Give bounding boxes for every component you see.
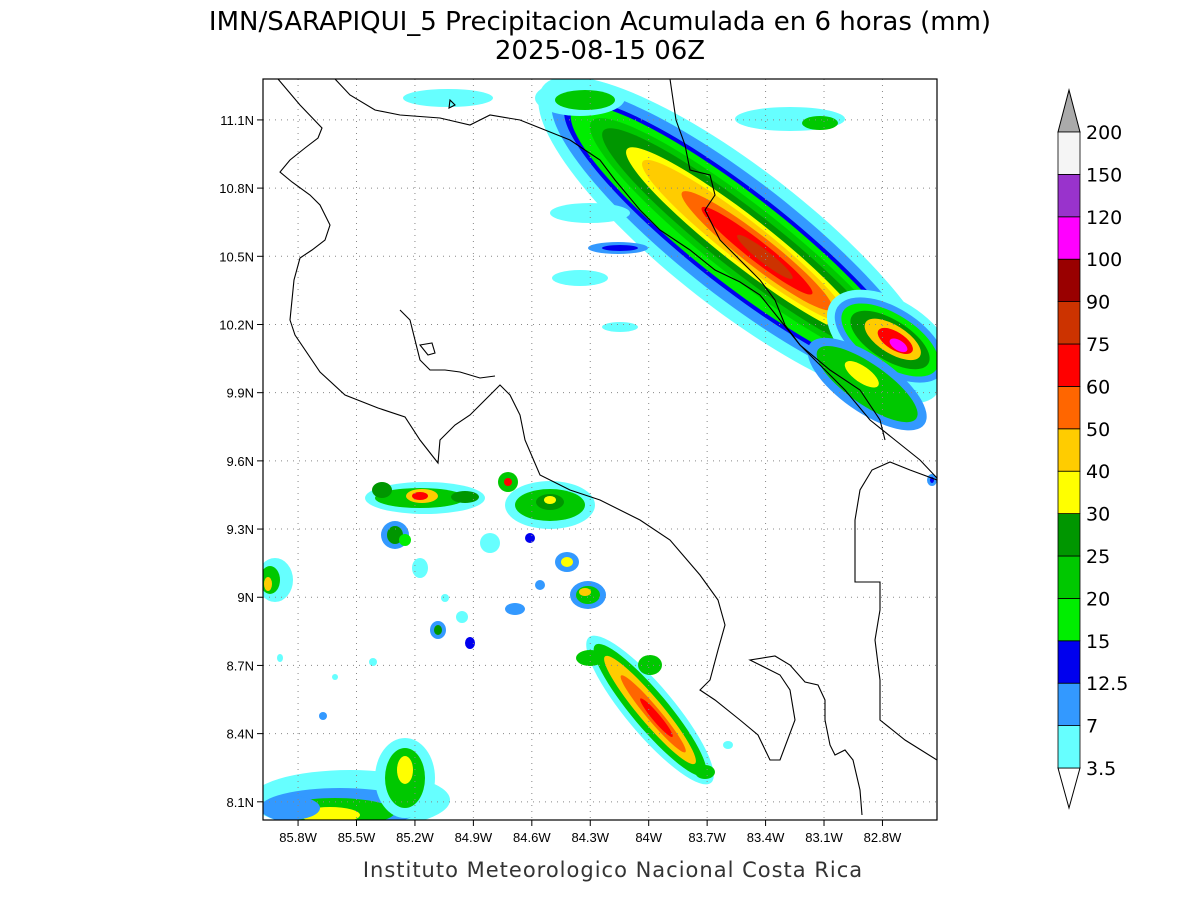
y-tick-label: 8.7N xyxy=(227,658,254,673)
y-tick-label: 11.1N xyxy=(220,113,254,128)
colorbar-label: 200 xyxy=(1086,122,1122,144)
plot-frame xyxy=(262,78,938,821)
map-gridlines xyxy=(263,79,937,820)
nicaragua-border xyxy=(277,79,863,816)
colorbar-swatch xyxy=(1057,682,1081,727)
colorbar-label: 75 xyxy=(1086,334,1110,356)
colorbar-label: 3.5 xyxy=(1086,758,1116,780)
colorbar-label: 90 xyxy=(1086,292,1110,314)
rain-cells-southwest xyxy=(263,558,450,820)
title-line-2: 2025-08-15 06Z xyxy=(495,36,705,66)
precipitation-field xyxy=(263,79,937,820)
x-tick-label: 83.1W xyxy=(805,830,843,845)
colorbar-label: 12.5 xyxy=(1086,673,1128,695)
costa-rica-panama-border xyxy=(669,79,886,441)
colorbar-arrow-high xyxy=(1057,88,1081,133)
colorbar-swatch xyxy=(1057,131,1081,175)
colorbar-label: 150 xyxy=(1086,164,1122,186)
colorbar-label: 100 xyxy=(1086,249,1122,271)
colorbar-label: 7 xyxy=(1086,716,1098,738)
y-tick-label: 9.9N xyxy=(227,386,254,401)
colorbar-swatch xyxy=(1057,216,1081,260)
rain-band-caribbean xyxy=(538,79,937,404)
colorbar-swatch xyxy=(1057,301,1081,345)
colorbar-swatch xyxy=(1057,513,1081,557)
colorbar-label: 50 xyxy=(1086,419,1110,441)
x-tick-label: 83.7W xyxy=(688,830,726,845)
colorbar-swatch xyxy=(1057,555,1081,599)
colorbar-label: 25 xyxy=(1086,546,1110,568)
colorbar-swatch xyxy=(1057,343,1081,387)
title-line-1: IMN/SARAPIQUI_5 Precipitacion Acumulada … xyxy=(209,7,991,37)
colorbar-arrow-low xyxy=(1057,767,1081,810)
x-axis-ticks: 85.8W 85.5W 85.2W 84.9W 84.6W 84.3W 84W 83.7W 83… xyxy=(279,820,902,845)
rain-cells-central xyxy=(365,482,525,649)
colorbar-label: 40 xyxy=(1086,461,1110,483)
colorbar-swatch xyxy=(1057,173,1081,218)
x-tick-label: 84.6W xyxy=(513,830,551,845)
footer-credit: Instituto Meteorologico Nacional Costa R… xyxy=(363,858,863,882)
y-tick-label: 10.2N xyxy=(219,317,254,332)
y-tick-label: 9N xyxy=(237,590,254,605)
x-tick-label: 85.2W xyxy=(396,830,434,845)
colorbar-label: 15 xyxy=(1086,631,1110,653)
colorbar-swatch xyxy=(1057,428,1081,472)
rain-cells-gulf xyxy=(498,472,606,609)
colorbar-label: 20 xyxy=(1086,588,1110,610)
colorbar-swatch xyxy=(1057,640,1081,684)
colorbar-swatch xyxy=(1057,470,1081,515)
y-axis-ticks: 11.1N 10.8N 10.5N 10.2N 9.9N 9.6N 9.3N 9N 8.7N 8.… xyxy=(219,113,263,810)
coastlines xyxy=(277,79,937,816)
rain-band-osa xyxy=(586,635,714,785)
nicaragua-coast-north xyxy=(334,79,937,479)
y-tick-label: 9.3N xyxy=(227,522,254,537)
colorbar-swatch xyxy=(1057,725,1081,769)
x-tick-label: 84W xyxy=(635,830,662,845)
y-tick-label: 8.1N xyxy=(227,795,254,810)
colorbar-label: 120 xyxy=(1086,207,1122,229)
y-tick-label: 8.4N xyxy=(227,727,254,742)
lake-outline xyxy=(418,342,436,356)
x-tick-label: 85.5W xyxy=(338,830,376,845)
x-tick-label: 82.8W xyxy=(864,830,902,845)
map-plot-area xyxy=(263,79,937,820)
colorbar-swatch xyxy=(1057,598,1081,642)
x-tick-label: 85.8W xyxy=(279,830,317,845)
y-tick-label: 10.5N xyxy=(219,249,254,264)
x-tick-label: 84.9W xyxy=(455,830,493,845)
y-tick-label: 10.8N xyxy=(219,181,254,196)
colorbar-swatch xyxy=(1057,258,1081,303)
colorbar-swatch xyxy=(1057,385,1081,430)
colorbar-label: 60 xyxy=(1086,376,1110,398)
x-tick-label: 84.3W xyxy=(571,830,609,845)
panama-coast xyxy=(854,461,937,761)
y-tick-label: 9.6N xyxy=(227,454,254,469)
colorbar-legend: 3.5 7 12.5 15 20 25 30 40 50 60 75 90 100 120 150 200 xyxy=(1057,88,1128,810)
colorbar-label: 30 xyxy=(1086,504,1110,526)
x-tick-label: 83.4W xyxy=(747,830,785,845)
